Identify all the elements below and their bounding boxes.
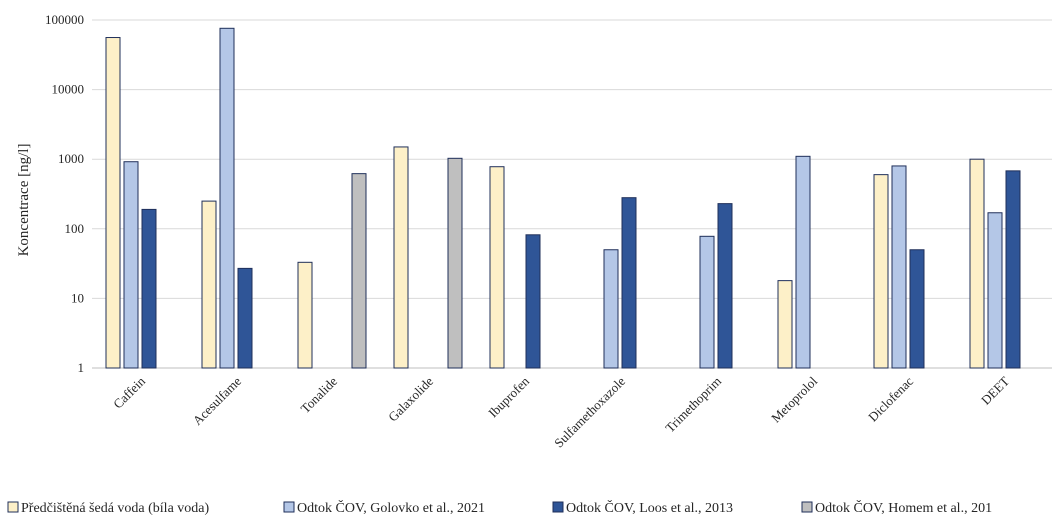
legend-swatch	[7, 501, 19, 513]
bar	[393, 146, 409, 369]
bar	[297, 261, 313, 369]
bar	[699, 235, 715, 369]
bar	[105, 37, 121, 369]
y-axis: 1 10 100 1000 10000 100000	[45, 12, 84, 375]
x-category-label: DEET	[978, 373, 1012, 407]
legend-swatch	[552, 501, 564, 513]
bar	[219, 27, 235, 369]
bar	[603, 249, 619, 369]
x-category-label: Trimethoprim	[662, 374, 724, 436]
legend-label: Odtok ČOV, Golovko et al., 2021	[297, 499, 485, 516]
legend-swatch	[283, 501, 295, 513]
legend-label: Odtok ČOV, Loos et al., 2013	[566, 499, 733, 516]
bar	[795, 155, 811, 369]
bar	[891, 165, 907, 369]
bar	[447, 157, 463, 369]
x-category-label: Metoprolol	[768, 373, 820, 425]
legend-label: Předčištěná šedá voda (bíla voda)	[21, 501, 209, 516]
bars	[105, 27, 1021, 369]
bar	[141, 208, 157, 369]
bar	[525, 234, 541, 369]
x-axis-labels: Caffein Acesulfame Tonalide Galaxolide Ibupr…	[110, 373, 1012, 450]
y-tick-label: 100	[65, 221, 85, 236]
legend: Předčištěná šedá voda (bíla voda) Odtok Č…	[7, 499, 992, 516]
gridlines	[92, 19, 1052, 369]
bar	[909, 249, 925, 369]
bar	[969, 158, 985, 369]
bar	[621, 197, 637, 369]
y-tick-label: 10000	[52, 82, 85, 97]
legend-swatch	[801, 501, 813, 513]
bar	[201, 200, 217, 369]
y-tick-label: 10	[71, 290, 84, 305]
x-category-label: Ibuprofen	[485, 373, 532, 420]
y-axis-label: Koncentrace [ng/l]	[16, 144, 32, 257]
x-category-label: Caffein	[110, 373, 148, 411]
y-tick-label: 100000	[45, 12, 84, 27]
bar	[987, 212, 1003, 369]
bar	[717, 203, 733, 369]
bar	[873, 174, 889, 369]
bar	[351, 173, 367, 369]
y-tick-label: 1000	[58, 151, 84, 166]
x-category-label: Galaxolide	[385, 373, 436, 424]
bar	[123, 161, 139, 369]
bar	[1005, 170, 1021, 369]
x-category-label: Tonalide	[297, 373, 340, 416]
bar	[237, 267, 253, 369]
x-category-label: Sulfamethoxazole	[551, 373, 628, 450]
bar	[489, 166, 505, 369]
x-category-label: Acesulfame	[190, 373, 245, 428]
y-tick-label: 1	[78, 360, 85, 375]
legend-label: Odtok ČOV, Homem et al., 201	[815, 499, 992, 516]
x-category-label: Diclofenac	[865, 373, 916, 424]
bar	[777, 280, 793, 369]
